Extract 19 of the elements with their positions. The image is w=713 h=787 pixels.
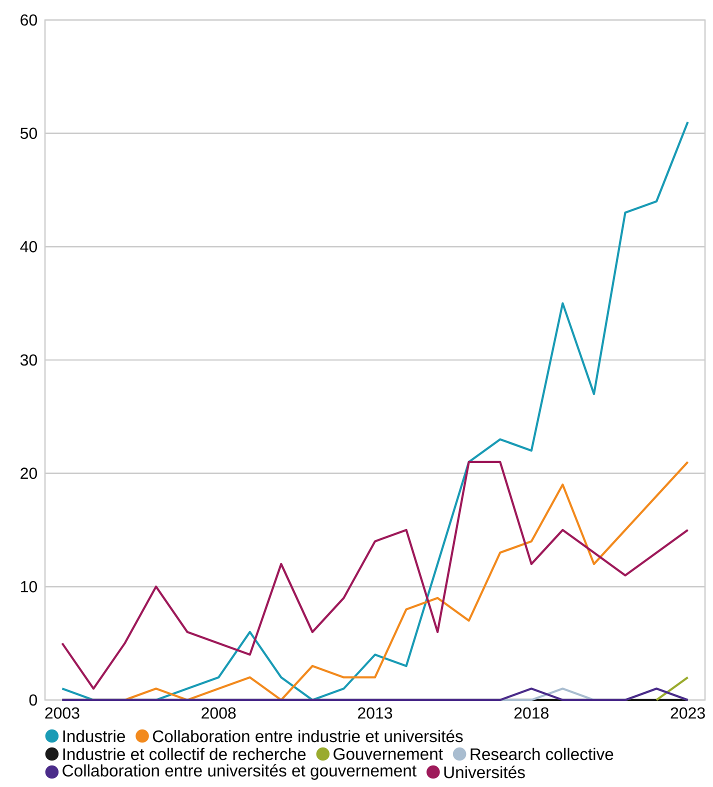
legend-label: Collaboration entre industrie et universités (152, 730, 463, 742)
y-tick-label: 10 (21, 581, 38, 592)
y-tick-label: 40 (20, 241, 38, 252)
legend-label: Research collective (470, 748, 614, 760)
legend-label: Industrie et collectif de recherche (63, 748, 306, 760)
y-tick-label: 0 (29, 694, 38, 706)
y-tick-label: 30 (20, 354, 38, 366)
legend-label: Collaboration entre universités et gouvernement (62, 764, 416, 780)
x-tick-label: 2003 (45, 707, 80, 719)
y-tick-label: 50 (20, 128, 38, 139)
legend-label: Universités (444, 766, 525, 778)
x-tick-label: 2008 (202, 707, 236, 719)
legend-label: Industrie (63, 730, 125, 742)
y-tick-label: 60 (20, 14, 38, 26)
x-tick-label: 2018 (514, 707, 548, 719)
x-tick-label: 2023 (670, 707, 705, 719)
y-tick-label: 20 (20, 468, 38, 479)
x-tick-label: 2013 (358, 707, 392, 719)
legend-label: Gouvernement (334, 748, 443, 760)
